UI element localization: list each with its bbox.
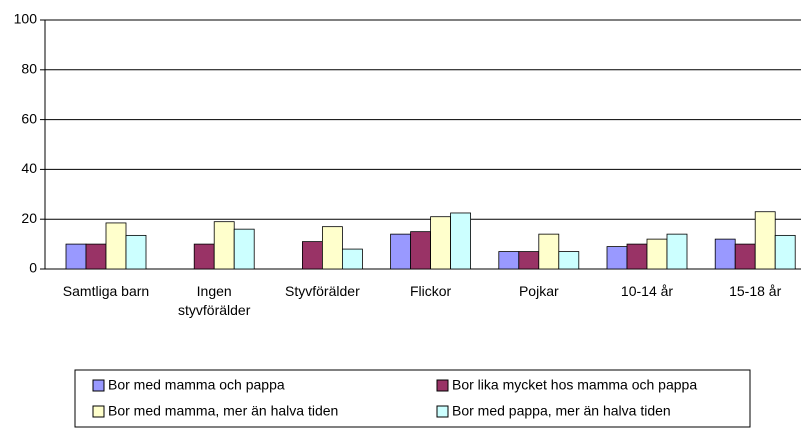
bar: [430, 216, 452, 270]
x-tick-label: Pojkar: [518, 283, 559, 299]
bar: [321, 226, 343, 270]
x-tick-label: 15-18 år: [729, 283, 782, 299]
x-tick-label: Styvförälder: [285, 283, 360, 299]
bar: [754, 211, 776, 270]
y-tick-label: 60: [21, 110, 37, 126]
bar: [734, 243, 756, 270]
bar: [410, 231, 432, 270]
bar: [666, 233, 688, 270]
bar: [233, 228, 255, 270]
bar: [213, 221, 235, 270]
legend-label: Bor lika mycket hos mamma och pappa: [452, 377, 697, 393]
bar: [390, 233, 412, 270]
bar: [341, 248, 363, 270]
legend-swatch: [436, 379, 449, 392]
bar: [125, 234, 147, 270]
bar: [498, 251, 520, 270]
bar: [518, 251, 540, 270]
bar: [774, 234, 796, 270]
bar: [646, 238, 668, 270]
legend-label: Bor med pappa, mer än halva tiden: [452, 403, 671, 419]
bar: [193, 243, 215, 270]
x-tick-label: Flickor: [409, 283, 452, 299]
x-tick-label: Ingen styvförälder: [178, 283, 251, 318]
bar: [558, 251, 580, 270]
x-tick-label: 10-14 år: [620, 283, 674, 299]
bar: [714, 238, 736, 270]
y-tick-label: 100: [14, 11, 38, 27]
bar: [65, 243, 87, 270]
legend-swatch: [92, 405, 105, 418]
y-tick-label: 0: [29, 260, 37, 276]
bar: [606, 246, 628, 270]
bar: [626, 243, 648, 270]
bar: [538, 233, 560, 270]
bar: [301, 241, 323, 270]
bar: [450, 212, 472, 270]
legend-swatch: [92, 379, 105, 392]
legend-box: [74, 369, 751, 428]
y-tick-label: 20: [21, 210, 37, 226]
legend-label: Bor med mamma och pappa: [108, 377, 285, 393]
x-tick-label: Samtliga barn: [62, 283, 150, 299]
bar: [85, 243, 107, 270]
legend-swatch: [436, 405, 449, 418]
legend-label: Bor med mamma, mer än halva tiden: [108, 403, 338, 419]
y-tick-label: 80: [21, 61, 37, 77]
bar: [105, 222, 127, 270]
y-tick-label: 40: [21, 160, 37, 176]
